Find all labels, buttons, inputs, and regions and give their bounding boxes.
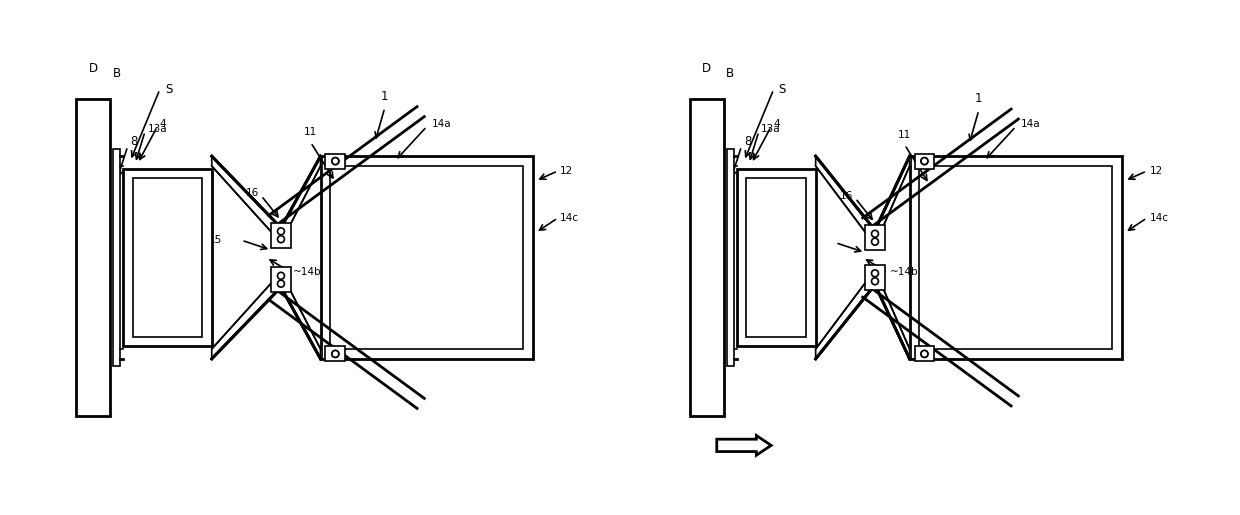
Bar bbox=[915, 347, 934, 362]
Text: 13a: 13a bbox=[148, 124, 167, 134]
Circle shape bbox=[872, 238, 878, 245]
Bar bbox=[133, 178, 202, 337]
Text: 13c: 13c bbox=[187, 279, 206, 289]
Text: 14c: 14c bbox=[1149, 213, 1168, 223]
Bar bbox=[727, 149, 734, 366]
Text: 11: 11 bbox=[304, 127, 317, 138]
Circle shape bbox=[872, 270, 878, 277]
Bar bbox=[320, 156, 533, 359]
Circle shape bbox=[921, 350, 928, 357]
Text: ~14b: ~14b bbox=[294, 267, 322, 278]
Circle shape bbox=[332, 158, 339, 165]
Text: B: B bbox=[727, 66, 734, 79]
Text: D: D bbox=[88, 62, 98, 75]
Text: S: S bbox=[779, 83, 786, 96]
Text: 8: 8 bbox=[744, 135, 751, 148]
Text: 15: 15 bbox=[802, 237, 816, 248]
Text: 12: 12 bbox=[1149, 166, 1163, 176]
Circle shape bbox=[278, 280, 284, 287]
Circle shape bbox=[872, 278, 878, 285]
Bar bbox=[915, 153, 934, 168]
Text: 1: 1 bbox=[381, 90, 388, 103]
Text: 13c: 13c bbox=[796, 279, 815, 289]
Text: 8: 8 bbox=[130, 135, 138, 148]
Polygon shape bbox=[816, 270, 910, 359]
Bar bbox=[272, 267, 291, 292]
Circle shape bbox=[921, 158, 928, 165]
Text: 12: 12 bbox=[560, 166, 574, 176]
Text: S: S bbox=[165, 83, 172, 96]
Text: 4: 4 bbox=[774, 119, 780, 129]
Polygon shape bbox=[816, 156, 910, 245]
Text: 16: 16 bbox=[839, 191, 853, 201]
Circle shape bbox=[332, 350, 339, 357]
Bar bbox=[76, 99, 110, 416]
Text: 13a: 13a bbox=[761, 124, 781, 134]
Circle shape bbox=[278, 272, 284, 279]
FancyArrow shape bbox=[717, 436, 771, 455]
Bar bbox=[123, 168, 212, 347]
Circle shape bbox=[332, 350, 339, 357]
Bar bbox=[113, 149, 120, 366]
Bar bbox=[866, 265, 885, 289]
Text: 16: 16 bbox=[246, 188, 259, 198]
Bar bbox=[76, 99, 110, 416]
Text: ~13b: ~13b bbox=[742, 183, 770, 193]
Text: ~13b: ~13b bbox=[128, 183, 156, 193]
Bar bbox=[330, 166, 523, 349]
Text: D: D bbox=[702, 62, 712, 75]
Text: ~14b: ~14b bbox=[890, 267, 919, 278]
Circle shape bbox=[278, 228, 284, 235]
Bar bbox=[746, 178, 806, 337]
Text: 14c: 14c bbox=[560, 213, 579, 223]
Bar bbox=[325, 153, 345, 168]
Text: 14a: 14a bbox=[432, 119, 451, 129]
Bar bbox=[325, 347, 345, 362]
Text: 4: 4 bbox=[160, 119, 166, 129]
Circle shape bbox=[921, 350, 928, 357]
Bar bbox=[689, 99, 724, 416]
Text: 14a: 14a bbox=[1021, 119, 1040, 129]
Circle shape bbox=[872, 230, 878, 237]
Bar bbox=[689, 99, 724, 416]
Bar bbox=[920, 166, 1112, 349]
Text: B: B bbox=[113, 66, 120, 79]
Bar bbox=[737, 168, 816, 347]
Text: 15: 15 bbox=[208, 235, 222, 245]
Polygon shape bbox=[212, 156, 320, 243]
Text: 11: 11 bbox=[898, 130, 911, 140]
Circle shape bbox=[921, 158, 928, 165]
Bar bbox=[866, 226, 885, 250]
Text: 1: 1 bbox=[975, 92, 982, 105]
Circle shape bbox=[332, 158, 339, 165]
Polygon shape bbox=[212, 272, 320, 359]
Bar bbox=[272, 223, 291, 248]
Circle shape bbox=[278, 236, 284, 243]
Bar bbox=[910, 156, 1122, 359]
